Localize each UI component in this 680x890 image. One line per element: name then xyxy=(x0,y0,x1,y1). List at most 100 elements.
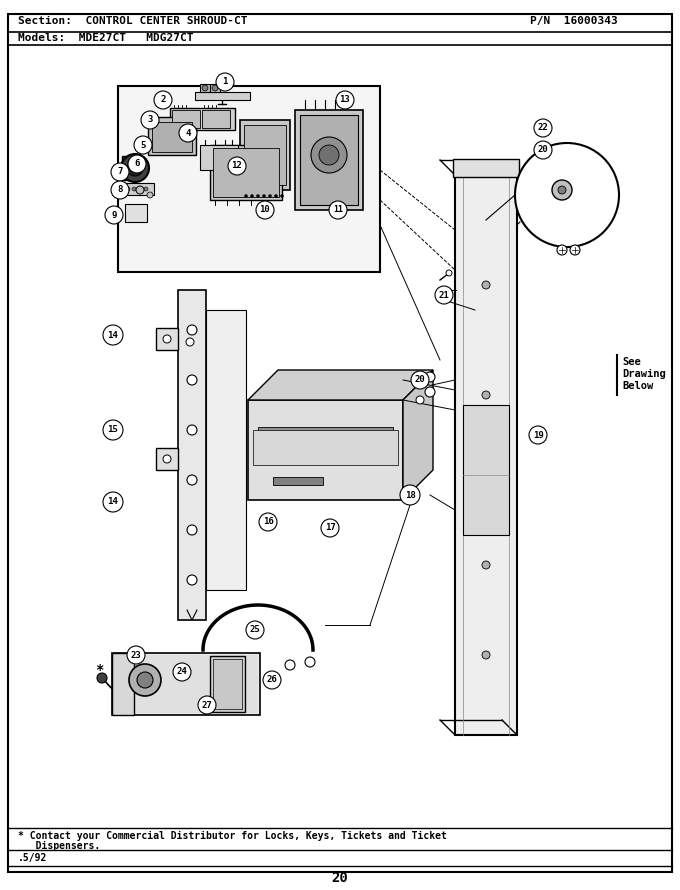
Text: * Contact your Commercial Distributor for Locks, Keys, Tickets and Ticket: * Contact your Commercial Distributor fo… xyxy=(18,831,447,841)
Text: 21: 21 xyxy=(439,290,449,300)
Circle shape xyxy=(319,145,339,165)
Circle shape xyxy=(121,154,149,182)
Circle shape xyxy=(186,338,194,346)
Circle shape xyxy=(515,143,619,247)
Circle shape xyxy=(103,492,123,512)
Bar xyxy=(455,175,517,735)
Text: 19: 19 xyxy=(532,431,543,440)
Circle shape xyxy=(179,124,197,142)
Text: 27: 27 xyxy=(202,700,212,709)
Text: See: See xyxy=(622,357,641,367)
Circle shape xyxy=(187,475,197,485)
Circle shape xyxy=(425,372,435,382)
Circle shape xyxy=(246,621,264,639)
Text: 5: 5 xyxy=(140,141,146,150)
Circle shape xyxy=(263,671,281,689)
Circle shape xyxy=(534,119,552,137)
Bar xyxy=(148,117,196,155)
Bar xyxy=(172,110,200,128)
Circle shape xyxy=(136,186,144,194)
Bar xyxy=(156,328,178,350)
Text: 20: 20 xyxy=(538,145,548,155)
Circle shape xyxy=(187,525,197,535)
Bar xyxy=(124,183,154,195)
Circle shape xyxy=(163,455,171,463)
Text: 12: 12 xyxy=(232,161,242,171)
Circle shape xyxy=(529,426,547,444)
Polygon shape xyxy=(248,370,433,400)
Circle shape xyxy=(256,201,274,219)
Text: 16: 16 xyxy=(262,517,273,527)
Bar xyxy=(300,115,358,205)
Text: 3: 3 xyxy=(148,116,153,125)
Bar xyxy=(213,148,279,197)
Bar xyxy=(273,477,323,485)
Circle shape xyxy=(187,375,197,385)
Bar xyxy=(463,405,509,535)
Text: 22: 22 xyxy=(538,124,548,133)
Bar xyxy=(178,290,206,620)
Bar xyxy=(258,427,393,435)
Circle shape xyxy=(154,91,172,109)
Text: 23: 23 xyxy=(131,651,141,659)
Circle shape xyxy=(482,391,490,399)
Text: 24: 24 xyxy=(177,668,188,676)
Circle shape xyxy=(132,187,136,191)
Circle shape xyxy=(269,195,271,198)
Circle shape xyxy=(216,73,234,91)
Text: 20: 20 xyxy=(415,376,426,384)
Circle shape xyxy=(534,141,552,159)
Circle shape xyxy=(275,195,277,198)
Text: 13: 13 xyxy=(339,95,350,104)
Circle shape xyxy=(134,136,152,154)
Text: 8: 8 xyxy=(118,185,122,195)
Bar xyxy=(114,655,258,713)
Circle shape xyxy=(557,245,567,255)
Circle shape xyxy=(482,561,490,569)
Circle shape xyxy=(245,195,248,198)
Text: 17: 17 xyxy=(324,523,335,532)
Circle shape xyxy=(111,163,129,181)
Text: 4: 4 xyxy=(186,128,190,137)
Bar xyxy=(253,430,398,465)
Circle shape xyxy=(259,513,277,531)
Bar xyxy=(295,110,363,210)
Circle shape xyxy=(329,201,347,219)
Text: Dispensers.: Dispensers. xyxy=(18,841,100,851)
Circle shape xyxy=(187,425,197,435)
Bar xyxy=(152,122,192,152)
Circle shape xyxy=(321,519,339,537)
Bar xyxy=(200,145,238,170)
Text: *: * xyxy=(95,663,103,677)
Circle shape xyxy=(256,195,260,198)
Bar xyxy=(206,310,246,590)
Circle shape xyxy=(97,673,107,683)
Circle shape xyxy=(305,657,315,667)
Bar xyxy=(195,92,250,100)
Circle shape xyxy=(127,160,143,176)
Circle shape xyxy=(280,195,284,198)
Circle shape xyxy=(187,575,197,585)
Text: 25: 25 xyxy=(250,626,260,635)
Text: 20: 20 xyxy=(332,871,348,885)
Text: 18: 18 xyxy=(405,490,415,499)
Bar xyxy=(248,400,403,500)
Circle shape xyxy=(228,157,246,175)
Text: Section:  CONTROL CENTER SHROUD-CT: Section: CONTROL CENTER SHROUD-CT xyxy=(18,16,248,26)
Circle shape xyxy=(138,187,142,191)
Text: 14: 14 xyxy=(107,498,118,506)
Text: 11: 11 xyxy=(333,206,343,214)
Circle shape xyxy=(411,371,429,389)
Circle shape xyxy=(416,396,424,404)
Bar xyxy=(213,659,242,709)
Circle shape xyxy=(446,270,452,276)
Polygon shape xyxy=(403,370,433,500)
Circle shape xyxy=(285,660,295,670)
Circle shape xyxy=(163,335,171,343)
Bar xyxy=(202,110,230,128)
Bar xyxy=(156,448,178,470)
Circle shape xyxy=(187,325,197,335)
Circle shape xyxy=(435,286,453,304)
Text: 9: 9 xyxy=(112,211,117,220)
Circle shape xyxy=(552,180,572,200)
